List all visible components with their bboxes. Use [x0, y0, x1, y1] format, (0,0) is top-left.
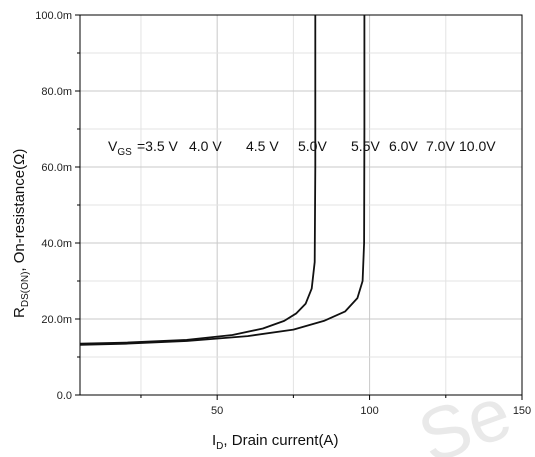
vgs-value-label: 6.0V	[389, 138, 418, 154]
vgs-value-label: 4.5 V	[246, 138, 279, 154]
vgs-legend: VGS	[108, 138, 132, 158]
x-axis-title: ID, Drain current(A)	[212, 432, 338, 452]
tick-marks	[75, 14, 523, 400]
vgs-labels: =3.5 V 4.0 V 4.5 V 5.0V 5.5V 6.0V 7.0V 10.0V	[137, 138, 496, 154]
x-tick-label: 100	[360, 405, 378, 417]
series-line	[79, 15, 366, 346]
y-tick-label: 100.0m	[35, 10, 72, 22]
vgs-value-label: 5.5V	[351, 138, 380, 154]
vgs-value-label: =3.5 V	[137, 138, 179, 154]
vgs-value-label: 10.0V	[459, 138, 496, 154]
y-tick-label: 20.0m	[41, 314, 72, 326]
y-tick-label: 40.0m	[41, 238, 72, 250]
y-tick-label: 60.0m	[41, 162, 72, 174]
vgs-value-label: 7.0V	[426, 138, 455, 154]
vgs-value-label: 5.0V	[298, 138, 327, 154]
y-tick-labels: 0.0 20.0m 40.0m 60.0m 80.0m 100.0m	[35, 10, 72, 402]
grid	[80, 15, 522, 395]
x-tick-label: 50	[211, 405, 223, 417]
series-line	[79, 15, 317, 345]
y-tick-label: 0.0	[57, 390, 72, 402]
x-tick-labels: 50 100 150	[211, 405, 531, 417]
x-tick-label: 150	[513, 405, 531, 417]
y-tick-label: 80.0m	[41, 86, 72, 98]
watermark: Se	[408, 370, 521, 457]
vgs-value-label: 4.0 V	[189, 138, 222, 154]
y-axis-title: RDS(ON), On-resistance(Ω)	[11, 149, 31, 318]
curves	[79, 15, 366, 346]
